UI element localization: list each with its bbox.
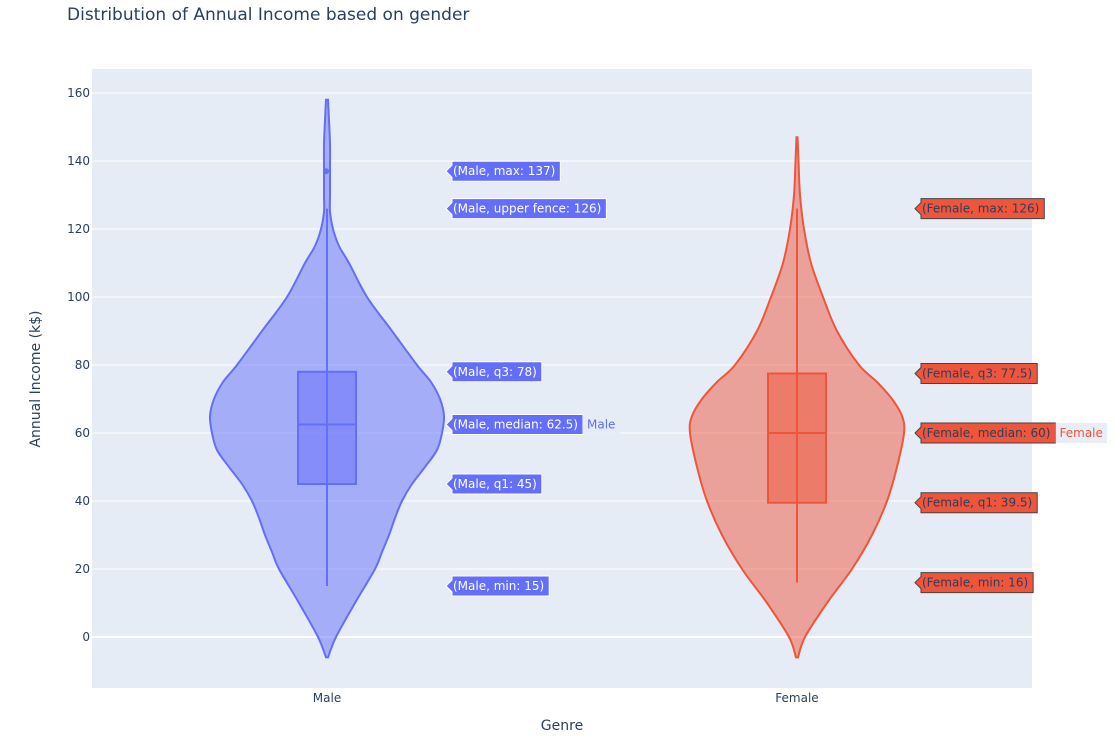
y-tick-label: 120	[67, 222, 90, 236]
trace-name-text: Female	[1060, 426, 1103, 440]
x-axis-title: Genre	[541, 718, 583, 734]
y-tick-label: 140	[67, 154, 90, 168]
violins	[208, 98, 906, 659]
violin-female[interactable]	[688, 136, 906, 659]
hover-label-box	[445, 198, 607, 220]
hover-label-box	[445, 473, 543, 495]
hover-label: (Male, q1: 45)	[445, 473, 543, 495]
hover-label-box	[445, 414, 584, 435]
hover-label: (Female, min: 16)	[914, 572, 1034, 594]
hover-label-box	[445, 361, 543, 383]
hover-label-box	[914, 492, 1038, 514]
hover-label-box	[914, 363, 1038, 384]
hover-label-text: (Female, max: 126)	[922, 202, 1039, 216]
hover-label-text: (Female, min: 16)	[922, 576, 1028, 590]
hover-label: (Female, q3: 77.5)	[914, 363, 1038, 384]
hover-label: (Male, max: 137)	[445, 160, 561, 182]
trace-name-text: Male	[587, 418, 615, 432]
hover-label-text: (Male, max: 137)	[453, 164, 555, 178]
hover-label: (Female, q1: 39.5)	[914, 492, 1038, 514]
y-tick-label: 20	[75, 562, 90, 576]
hover-label-text: (Female, median: 60)	[922, 426, 1051, 440]
hover-label-box	[914, 198, 1045, 220]
y-tick-label: 0	[82, 630, 90, 644]
hover-label: (Female, max: 126)	[914, 198, 1045, 220]
hover-label: (Male, min: 15)	[445, 575, 550, 597]
hover-label: (Male, upper fence: 126)	[445, 198, 607, 220]
x-tick-label: Male	[313, 691, 341, 705]
box	[297, 370, 357, 485]
y-tick-label: 100	[67, 290, 90, 304]
trace-name-label: Male	[582, 414, 620, 435]
hover-label-box	[445, 575, 550, 597]
hover-label: (Male, median: 62.5)	[445, 414, 584, 435]
hover-labels: (Male, max: 137) (Male, upper fence: 126)…	[445, 160, 1107, 597]
hover-label-text: (Male, min: 15)	[453, 579, 544, 593]
y-tick-label: 80	[75, 358, 90, 372]
hover-label-text: (Male, q3: 78)	[453, 365, 537, 379]
violin-male[interactable]	[208, 98, 446, 659]
outlier-point	[323, 168, 329, 175]
y-axis-title: Annual Income (k$)	[28, 310, 44, 447]
hover-label-text: (Male, q1: 45)	[453, 477, 537, 491]
y-tick-label: 60	[75, 426, 90, 440]
trace-name-box	[582, 414, 620, 435]
hover-label-text: (Female, q3: 77.5)	[922, 367, 1032, 381]
hover-label-text: (Male, upper fence: 126)	[453, 202, 601, 216]
hover-label-box	[914, 572, 1034, 594]
x-axis-ticks: Male Female	[313, 691, 819, 705]
y-tick-label: 40	[75, 494, 90, 508]
hover-label-text: (Male, median: 62.5)	[453, 418, 578, 432]
y-tick-label: 160	[67, 86, 90, 100]
box	[767, 372, 827, 504]
hover-label: (Male, q3: 78)	[445, 361, 543, 383]
trace-name-box	[1055, 423, 1107, 443]
hover-label: (Female, median: 60)	[914, 422, 1056, 444]
x-tick-label: Female	[775, 691, 818, 705]
hover-label-box	[445, 160, 561, 182]
y-axis-ticks: 0 20 40 60 80 100 120 140 160	[67, 86, 90, 644]
hover-label-text: (Female, q1: 39.5)	[922, 496, 1032, 510]
chart-title: Distribution of Annual Income based on g…	[67, 5, 469, 25]
trace-name-label: Female	[1055, 423, 1107, 443]
